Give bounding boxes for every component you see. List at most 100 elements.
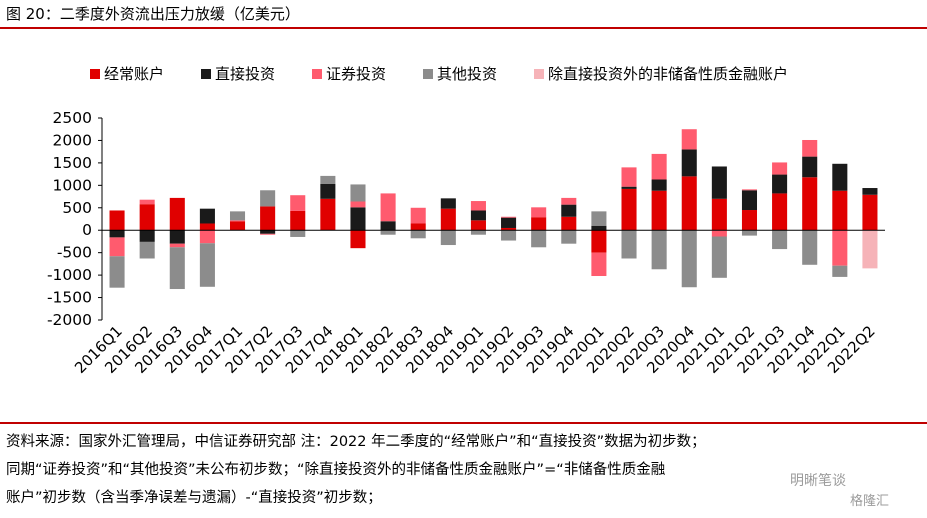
bar-segment	[199, 243, 215, 287]
bar-segment	[711, 230, 727, 237]
y-tick-label: -500	[57, 244, 92, 262]
bar-segment	[260, 230, 276, 234]
bar-segment	[862, 188, 878, 195]
legend-swatch	[312, 69, 322, 79]
bar-segment	[109, 230, 125, 238]
bar-segment	[440, 198, 456, 209]
bar-segment	[199, 223, 215, 231]
watermark-logo: 明晰笔谈	[790, 473, 846, 489]
bar-segment	[199, 230, 215, 244]
bar-segment	[561, 230, 577, 244]
bar-segment	[470, 220, 486, 231]
bar-segment	[832, 190, 848, 231]
bar-segment	[410, 223, 426, 231]
bar-segment	[501, 217, 517, 228]
bar-segment	[741, 190, 758, 211]
legend-swatch	[201, 69, 211, 79]
bar-segment	[199, 208, 215, 224]
bar-segment	[320, 175, 336, 184]
bar-segment	[621, 167, 637, 187]
note-line-2: 同期“证券投资”和“其他投资”未公布初步数；“除直接投资外的非储备性质金融账户”…	[6, 462, 666, 478]
bar-segment	[440, 208, 456, 231]
bar-segment	[470, 201, 486, 211]
bar-segment	[410, 207, 426, 224]
bar-segment	[501, 230, 517, 241]
figure-title: 图 20：二季度外资流出压力放缓（亿美元）	[6, 5, 300, 23]
bar-segment	[229, 221, 246, 231]
y-axis: -2000 -1500 -1000 -500 0 500 1000 1500 2000 2500	[47, 109, 103, 329]
y-tick-label: -1500	[47, 289, 92, 307]
bar-segment	[741, 230, 758, 236]
title-divider	[0, 27, 927, 29]
bar-segment	[260, 206, 276, 231]
bar-segment	[711, 198, 727, 231]
bar-segment	[169, 243, 185, 248]
bar-segment	[802, 139, 818, 157]
source-note: 资料来源：国家外汇管理局，中信证券研究部 注：2022 年二季度的“经常账户”和…	[6, 428, 921, 512]
legend-swatch	[90, 69, 100, 79]
bar-segment	[229, 220, 246, 222]
bar-segment	[380, 193, 396, 222]
bar-segment	[591, 211, 607, 226]
bar-segment	[711, 236, 727, 278]
note-divider	[0, 422, 927, 424]
bar-segment	[470, 230, 486, 235]
bar-segment	[651, 153, 667, 180]
bar-segment	[531, 217, 547, 231]
bar-segment	[350, 184, 366, 202]
bar-segment	[561, 204, 577, 217]
bar-segment	[380, 230, 396, 235]
y-tick-label: 0	[82, 221, 92, 239]
bar-segment	[711, 166, 727, 199]
bar-segment	[591, 230, 607, 253]
bar-segment	[501, 216, 517, 218]
chart-legend: 经常账户 直接投资 证券投资 其他投资 除直接投资外的非储备性质金融账户	[90, 65, 788, 83]
note-line-3: 账户”初步数（含当季净误差与遗漏）-“直接投资”初步数；	[6, 490, 382, 506]
bar-segment	[470, 210, 486, 221]
bar-segment	[772, 193, 788, 231]
bar-segment	[290, 230, 306, 237]
y-tick-label: 2500	[53, 109, 92, 127]
bar-segment	[139, 199, 155, 205]
bar-segment	[229, 211, 246, 221]
y-tick-label: -2000	[47, 311, 92, 329]
bar-segment	[772, 174, 788, 194]
bar-segment	[741, 189, 758, 191]
bar-segment	[802, 230, 818, 265]
bar-segment	[290, 195, 306, 211]
bar-segment	[621, 188, 637, 231]
bar-segment	[169, 230, 185, 244]
x-axis: 2016Q12016Q22016Q32016Q42017Q12017Q22017…	[71, 229, 885, 377]
bar-segment	[591, 252, 607, 277]
bar-segment	[651, 190, 667, 231]
bar-segment	[832, 265, 848, 277]
bar-segment	[802, 177, 818, 231]
bar-segment	[772, 162, 788, 175]
bar-segment	[260, 233, 276, 235]
bar-segment	[501, 227, 517, 231]
bar-segment	[681, 149, 697, 177]
note-line-1: 资料来源：国家外汇管理局，中信证券研究部 注：2022 年二季度的“经常账户”和…	[6, 434, 706, 450]
bar-segment	[531, 207, 547, 218]
legend-swatch	[423, 69, 433, 79]
bar-segment	[350, 230, 366, 249]
stacked-bar-chart: 经常账户 直接投资 证券投资 其他投资 除直接投资外的非储备性质金融账户 -2000 -1…	[47, 65, 885, 377]
y-tick-label: 500	[62, 199, 92, 217]
bar-segment	[681, 230, 697, 288]
bar-segment	[380, 221, 396, 231]
legend-label: 其他投资	[437, 65, 497, 83]
bar-segment	[531, 230, 547, 248]
bar-segment	[681, 129, 697, 150]
bar-segment	[320, 183, 336, 199]
bar-segment	[290, 210, 306, 231]
bar-segment	[741, 210, 758, 231]
bar-segment	[621, 230, 637, 259]
bar-segment	[802, 156, 818, 178]
bar-segment	[139, 230, 155, 242]
bar-segment	[169, 247, 185, 290]
bar-segment	[320, 198, 336, 231]
legend-label: 除直接投资外的非储备性质金融账户	[548, 65, 788, 83]
bar-segment	[109, 237, 125, 257]
bar-series-group	[109, 129, 878, 290]
bar-segment	[561, 197, 577, 205]
